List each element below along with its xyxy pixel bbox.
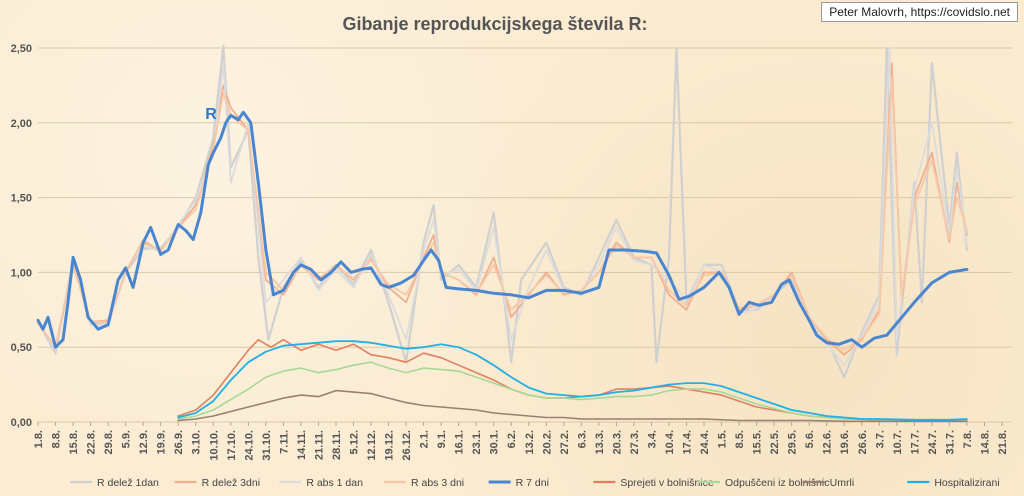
x-tick-label: 6.2. [506, 430, 518, 448]
x-tick-label: 17.7. [909, 430, 921, 454]
x-tick-label: 15.8. [68, 430, 80, 454]
y-tick-label: 2,50 [11, 43, 32, 55]
x-tick-label: 6.3. [576, 430, 588, 448]
y-tick-label: 0,00 [11, 417, 32, 429]
x-tick-label: 10.4. [664, 430, 676, 454]
x-tick-label: 26.9. [173, 430, 185, 454]
y-tick-label: 0,50 [11, 342, 32, 354]
x-tick-label: 17.10. [226, 430, 238, 461]
x-tick-label: 3.7. [874, 430, 886, 448]
series-lines [36, 44, 969, 423]
legend-label: R delež 3dni [202, 477, 260, 489]
x-tick-label: 7.8. [962, 430, 974, 448]
x-tick-label: 29.5. [787, 430, 799, 454]
x-tick-label: 12.6. [822, 430, 834, 454]
legend-label: Sprejeti v bolnišnice [620, 477, 714, 489]
x-tick-label: 10.10. [208, 430, 220, 461]
x-tick-label: 14.11. [296, 430, 308, 460]
x-tick-label: 13.3. [594, 430, 606, 454]
x-tick-label: 19.9. [156, 430, 168, 454]
x-tick-label: 17.4. [681, 430, 693, 454]
x-tick-label: 9.1. [436, 430, 448, 448]
x-tick-label: 15.5. [752, 430, 764, 454]
x-tick-label: 12.12. [366, 430, 378, 461]
series-line-1 [37, 62, 968, 356]
x-tick-label: 19.6. [839, 430, 851, 454]
credit-box: Peter Malovrh, https://covidslo.net [821, 2, 1018, 22]
y-axis: 0,00 0,50 1,00 1,50 2,00 2,50 [11, 43, 32, 429]
series-line-8 [177, 340, 968, 421]
x-tick-label: 24.7. [927, 430, 939, 454]
y-tick-label: 1,50 [11, 193, 32, 205]
x-tick-label: 3.4. [646, 430, 658, 448]
series-line-4 [36, 110, 969, 349]
x-tick-label: 31.10. [261, 430, 273, 461]
x-tick-label: 28.11. [331, 430, 343, 460]
y-tick-label: 1,00 [11, 267, 32, 279]
x-tick-label: 5.9. [121, 430, 133, 448]
series-line-0 [36, 44, 969, 379]
chart-title: Gibanje reprodukcijskega števila R: [342, 14, 647, 34]
series-line-6 [177, 361, 968, 422]
x-tick-label: 8.8. [51, 430, 63, 448]
legend-label: Umrli [830, 477, 855, 489]
x-tick-label: 10.7. [892, 430, 904, 454]
legend-label: R 7 dni [516, 477, 549, 489]
legend-label: Hospitalizirani [934, 477, 999, 489]
legend: R delež 1dan R delež 3dni R abs 1 dan R abs… [70, 477, 1000, 489]
series-line-7 [177, 389, 968, 423]
x-tick-label: 31.7. [944, 430, 956, 454]
x-tick-label: 3.10. [191, 430, 203, 454]
x-tick-label: 8.5. [734, 430, 746, 448]
x-tick-label: 16.1. [454, 430, 466, 454]
x-tick-label: 20.2. [541, 430, 553, 454]
x-tick-label: 5.12. [348, 430, 360, 454]
x-tick-label: 26.12. [401, 430, 413, 461]
series-line-3 [37, 77, 968, 352]
x-tick-label: 5.6. [804, 430, 816, 448]
legend-label: Odpuščeni iz bolnišnic [725, 477, 829, 489]
x-tick-label: 22.8. [86, 430, 98, 454]
x-axis: 1.8. 8.8. 15.8. 22.8. 29.8. 5.9. 12.9. 19.9. 26.… [33, 422, 1009, 461]
x-tick-label: 30.1. [489, 430, 501, 454]
x-tick-label: 7.11. [278, 430, 290, 454]
x-tick-label: 14.8. [979, 430, 991, 454]
x-tick-label: 13.2. [524, 430, 536, 454]
legend-label: R delež 1dan [97, 477, 159, 489]
x-tick-label: 27.2. [559, 430, 571, 454]
r-annotation: R [205, 106, 217, 123]
x-tick-label: 20.3. [611, 430, 623, 454]
x-tick-label: 19.12. [384, 430, 396, 461]
x-tick-label: 21.11. [313, 430, 325, 460]
y-tick-label: 2,00 [11, 118, 32, 130]
x-tick-label: 26.6. [857, 430, 869, 454]
x-tick-label: 1.8. [33, 430, 45, 448]
legend-label: R abs 3 dni [411, 477, 464, 489]
x-tick-label: 2.1. [419, 430, 431, 448]
x-tick-label: 1.5. [717, 430, 729, 448]
grid-lines [38, 47, 1012, 423]
x-tick-label: 24.10. [243, 430, 255, 461]
x-tick-label: 23.1. [471, 430, 483, 454]
x-tick-label: 21.8. [997, 430, 1009, 454]
x-tick-label: 27.3. [629, 430, 641, 454]
x-tick-label: 12.9. [138, 430, 150, 454]
legend-label: R abs 1 dan [306, 477, 363, 489]
series-line-2 [37, 47, 968, 367]
x-tick-label: 29.8. [103, 430, 115, 454]
x-tick-label: 22.5. [769, 430, 781, 454]
x-tick-label: 24.4. [699, 430, 711, 454]
